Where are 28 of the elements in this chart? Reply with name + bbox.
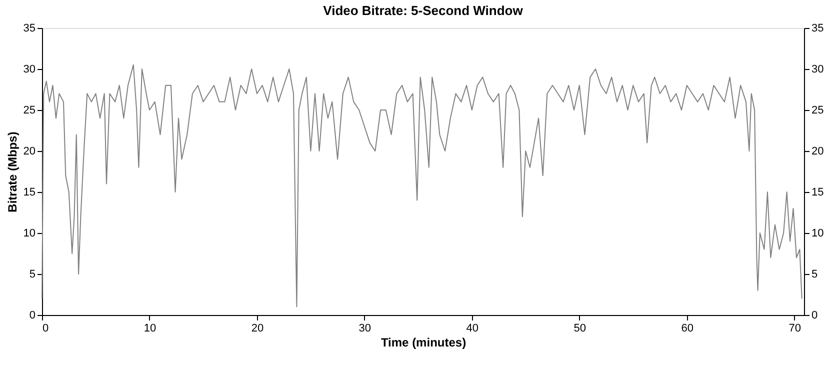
y2-tick-label: 30: [812, 64, 824, 76]
y-tick-label: 15: [23, 186, 36, 198]
x-axis-title: Time (minutes): [380, 336, 466, 350]
y2-tick-label: 10: [812, 228, 824, 240]
line-series: [42, 64, 802, 308]
y2-tick-label: 5: [812, 268, 818, 280]
y2-tick-label: 25: [812, 104, 824, 116]
y-tick-label: 35: [23, 22, 36, 34]
x-tick-label: 60: [681, 322, 694, 334]
y-tick-label: 10: [23, 228, 36, 240]
x-tick-label: 20: [251, 322, 264, 334]
x-tick-label: 40: [466, 322, 479, 334]
chart-title: Video Bitrate: 5-Second Window: [323, 3, 524, 18]
y-tick-label: 0: [29, 310, 36, 322]
y-tick-label: 30: [23, 64, 36, 76]
x-tick-label: 0: [42, 322, 49, 334]
x-tick-label: 70: [788, 322, 801, 334]
y2-tick-label: 15: [812, 186, 824, 198]
y2-tick-label: 20: [812, 146, 824, 158]
y-tick-label: 20: [23, 146, 36, 158]
y-tick-label: 25: [23, 104, 36, 116]
y2-tick-label: 35: [812, 22, 824, 34]
y-tick-label: 5: [29, 268, 36, 280]
y-axis-title: Bitrate (Mbps): [5, 132, 20, 212]
x-tick-label: 10: [144, 322, 156, 334]
x-tick-label: 30: [358, 322, 372, 334]
y2-tick-label: 0: [812, 310, 818, 322]
x-tick-label: 50: [574, 322, 586, 334]
